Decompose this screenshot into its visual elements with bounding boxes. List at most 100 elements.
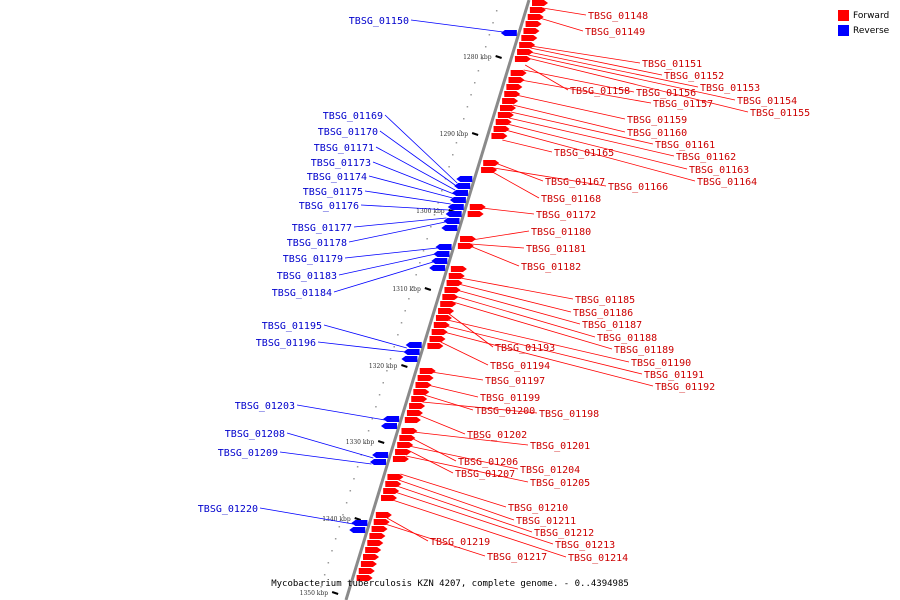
- forward-gene-label[interactable]: TBSG_01186: [573, 308, 633, 319]
- reverse-gene-label[interactable]: TBSG_01150: [349, 16, 409, 27]
- forward-gene-label[interactable]: TBSG_01213: [555, 540, 615, 551]
- forward-gene-label[interactable]: TBSG_01190: [631, 358, 691, 369]
- forward-gene-label[interactable]: TBSG_01167: [545, 177, 605, 188]
- reverse-gene-label[interactable]: TBSG_01196: [256, 338, 316, 349]
- forward-feature: [399, 435, 416, 441]
- forward-gene-label[interactable]: TBSG_01192: [655, 382, 715, 393]
- forward-gene-label[interactable]: TBSG_01165: [554, 148, 614, 159]
- forward-gene-label[interactable]: TBSG_01185: [575, 295, 635, 306]
- forward-gene-label[interactable]: TBSG_01160: [627, 128, 687, 139]
- reverse-gene-label[interactable]: TBSG_01171: [314, 143, 374, 154]
- forward-gene-label[interactable]: TBSG_01154: [737, 96, 797, 107]
- forward-gene-label[interactable]: TBSG_01199: [480, 393, 540, 404]
- forward-gene-label[interactable]: TBSG_01148: [588, 11, 648, 22]
- forward-feature: [517, 49, 534, 55]
- reverse-feature: [435, 244, 452, 250]
- reverse-feature: [447, 204, 464, 210]
- reverse-gene-label[interactable]: TBSG_01170: [318, 127, 378, 138]
- forward-gene-label[interactable]: TBSG_01156: [636, 88, 696, 99]
- forward-callout: [523, 69, 635, 93]
- forward-gene-label[interactable]: TBSG_01181: [526, 244, 586, 255]
- forward-gene-label[interactable]: TBSG_01157: [653, 99, 713, 110]
- forward-gene-label[interactable]: TBSG_01188: [597, 333, 657, 344]
- forward-gene-label[interactable]: TBSG_01149: [585, 27, 645, 38]
- forward-gene-label[interactable]: TBSG_01159: [627, 115, 687, 126]
- reverse-gene-label[interactable]: TBSG_01195: [262, 321, 322, 332]
- reverse-gene-label[interactable]: TBSG_01179: [283, 254, 343, 265]
- forward-gene-label[interactable]: TBSG_01194: [490, 361, 550, 372]
- forward-gene-label[interactable]: TBSG_01205: [530, 478, 590, 489]
- axis-dot: [382, 382, 384, 384]
- axis-dot: [356, 466, 359, 468]
- forward-feature: [523, 28, 540, 34]
- reverse-gene-label[interactable]: TBSG_01178: [287, 238, 347, 249]
- forward-gene-label[interactable]: TBSG_01193: [495, 343, 555, 354]
- axis-dot: [444, 178, 447, 180]
- reverse-callout: [259, 507, 354, 525]
- reverse-gene-label[interactable]: TBSG_01176: [299, 201, 359, 212]
- reverse-gene-label[interactable]: TBSG_01184: [272, 288, 332, 299]
- forward-gene-label[interactable]: TBSG_01152: [664, 71, 724, 82]
- forward-gene-label[interactable]: TBSG_01214: [568, 553, 628, 564]
- tick-label: 1280 kbp: [463, 54, 492, 61]
- forward-gene-label[interactable]: TBSG_01158: [570, 86, 630, 97]
- reverse-gene-label[interactable]: TBSG_01177: [292, 223, 352, 234]
- reverse-gene-label[interactable]: TBSG_01169: [323, 111, 383, 122]
- forward-gene-label[interactable]: TBSG_01162: [676, 152, 736, 163]
- forward-feature: [442, 294, 459, 300]
- forward-feature: [446, 280, 463, 286]
- axis-dot: [477, 70, 480, 72]
- forward-gene-label[interactable]: TBSG_01211: [516, 516, 576, 527]
- forward-gene-label[interactable]: TBSG_01189: [614, 345, 674, 356]
- axis-dot: [400, 322, 403, 324]
- forward-gene-label[interactable]: TBSG_01200: [475, 406, 535, 417]
- reverse-gene-label[interactable]: TBSG_01208: [225, 429, 285, 440]
- forward-gene-label[interactable]: TBSG_01187: [582, 320, 642, 331]
- reverse-gene-label[interactable]: TBSG_01183: [277, 271, 337, 282]
- reverse-gene-label[interactable]: TBSG_01220: [198, 504, 258, 515]
- forward-feature: [481, 167, 498, 173]
- axis-dot: [463, 118, 465, 120]
- forward-gene-label[interactable]: TBSG_01204: [520, 465, 580, 476]
- reverse-callout: [296, 404, 385, 421]
- forward-feature: [397, 442, 414, 448]
- forward-gene-label[interactable]: TBSG_01180: [531, 227, 591, 238]
- forward-gene-label[interactable]: TBSG_01198: [539, 409, 599, 420]
- forward-feature: [411, 396, 428, 402]
- forward-feature: [499, 105, 516, 111]
- forward-gene-label[interactable]: TBSG_01202: [467, 430, 527, 441]
- forward-gene-label[interactable]: TBSG_01191: [644, 370, 704, 381]
- axis-dot: [393, 346, 395, 348]
- tick-label: 1320 kbp: [369, 363, 398, 370]
- forward-gene-label[interactable]: TBSG_01206: [458, 457, 518, 468]
- forward-gene-label[interactable]: TBSG_01197: [485, 376, 545, 387]
- forward-callout: [512, 104, 626, 133]
- reverse-gene-label[interactable]: TBSG_01174: [307, 172, 367, 183]
- forward-gene-label[interactable]: TBSG_01166: [608, 182, 668, 193]
- forward-gene-label[interactable]: TBSG_01210: [508, 503, 568, 514]
- forward-callout: [400, 473, 507, 508]
- forward-gene-label[interactable]: TBSG_01182: [521, 262, 581, 273]
- reverse-gene-label[interactable]: TBSG_01175: [303, 187, 363, 198]
- forward-gene-label[interactable]: TBSG_01163: [689, 165, 749, 176]
- forward-feature: [467, 211, 484, 217]
- forward-gene-label[interactable]: TBSG_01212: [534, 528, 594, 539]
- reverse-gene-label[interactable]: TBSG_01203: [235, 401, 295, 412]
- reverse-gene-label[interactable]: TBSG_01209: [218, 448, 278, 459]
- forward-gene-label[interactable]: TBSG_01161: [655, 140, 715, 151]
- forward-gene-label[interactable]: TBSG_01164: [697, 177, 757, 188]
- forward-gene-label[interactable]: TBSG_01168: [541, 194, 601, 205]
- reverse-callout: [384, 114, 458, 184]
- forward-gene-label[interactable]: TBSG_01207: [455, 469, 515, 480]
- forward-gene-label[interactable]: TBSG_01201: [530, 441, 590, 452]
- forward-callout: [440, 341, 489, 366]
- reverse-callout: [348, 221, 446, 243]
- forward-gene-label[interactable]: TBSG_01219: [430, 537, 490, 548]
- forward-feature: [519, 42, 536, 48]
- forward-gene-label[interactable]: TBSG_01151: [642, 59, 702, 70]
- forward-gene-label[interactable]: TBSG_01172: [536, 210, 596, 221]
- forward-gene-label[interactable]: TBSG_01153: [700, 83, 760, 94]
- reverse-gene-label[interactable]: TBSG_01173: [311, 158, 371, 169]
- forward-gene-label[interactable]: TBSG_01155: [750, 108, 810, 119]
- forward-gene-label[interactable]: TBSG_01217: [487, 552, 547, 563]
